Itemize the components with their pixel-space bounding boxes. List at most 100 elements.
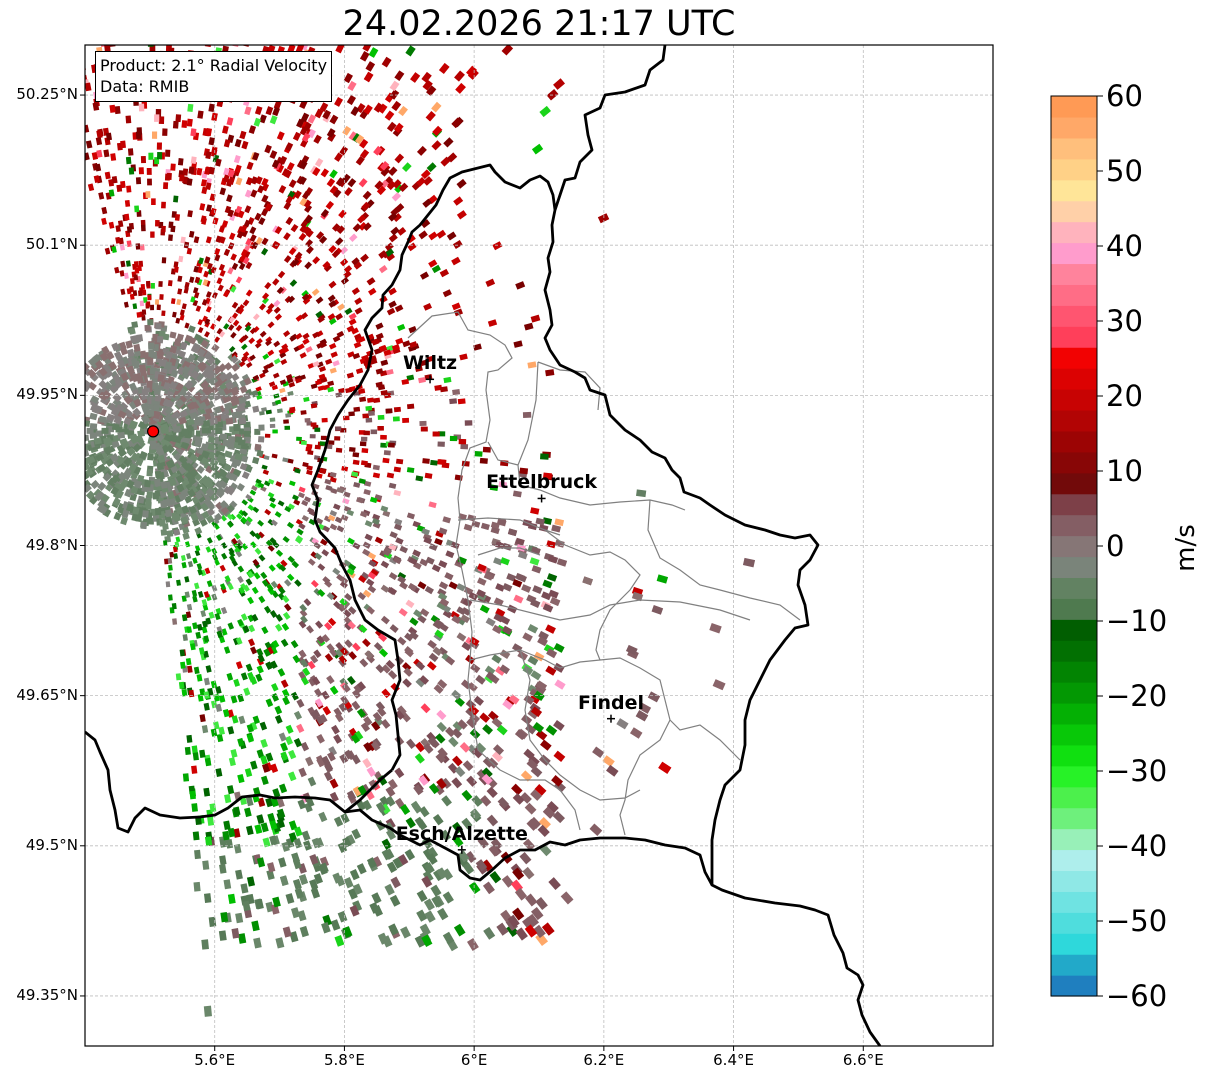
radar-bin: [121, 509, 130, 519]
radar-bin: [112, 393, 122, 403]
radar-bin: [186, 603, 193, 611]
radar-bin: [212, 217, 219, 225]
radar-bin: [208, 137, 215, 146]
radar-bin: [388, 287, 397, 296]
radar-bin: [444, 572, 454, 581]
radar-bin: [507, 528, 518, 537]
radar-bin: [240, 224, 248, 233]
radar-bin: [73, 115, 80, 124]
radar-bin: [466, 775, 478, 787]
radar-bin: [346, 325, 355, 333]
radar-bin: [380, 615, 390, 625]
radar-site-marker[interactable]: [147, 425, 160, 438]
radar-bin: [186, 734, 193, 743]
radar-bin: [446, 231, 457, 241]
radar-bin: [168, 594, 173, 601]
radar-bin: [363, 104, 373, 115]
radar-bin: [422, 176, 433, 186]
radar-bin: [283, 330, 291, 338]
radar-bin: [380, 718, 391, 729]
radar-bin: [264, 508, 272, 516]
radar-bin: [127, 428, 135, 435]
radar-bin: [336, 225, 346, 235]
radar-bin: [283, 232, 291, 241]
radar-bin: [365, 417, 373, 423]
radar-bin: [297, 799, 307, 810]
radar-bin: [111, 440, 120, 449]
radar-bin: [269, 502, 277, 509]
radar-bin: [344, 592, 353, 602]
radar-bin: [385, 248, 395, 257]
radar-bin: [328, 317, 337, 325]
radar-bin: [319, 468, 327, 475]
colorbar: [1050, 95, 1103, 997]
radar-bin: [535, 680, 548, 691]
radar-bin: [440, 829, 452, 842]
radar-bin: [480, 795, 492, 807]
radar-bin: [150, 231, 155, 238]
radar-bin: [430, 459, 438, 466]
radar-bin: [111, 175, 118, 184]
radar-bin: [398, 105, 408, 117]
radar-bin: [210, 266, 217, 274]
radar-bin: [443, 376, 452, 384]
radar-bin: [293, 826, 303, 837]
radar-bin: [129, 433, 138, 442]
radar-bin: [190, 512, 199, 522]
radar-bin: [288, 749, 297, 760]
radar-bin: [101, 217, 107, 226]
radar-bin: [419, 608, 430, 617]
colorbar-segment: [1051, 598, 1097, 620]
radar-bin: [582, 576, 593, 586]
radar-bin: [195, 631, 202, 639]
radar-bin: [327, 386, 335, 393]
radar-bin: [276, 131, 285, 141]
radar-bin: [127, 148, 134, 156]
radar-bin: [95, 430, 104, 437]
radar-bin: [146, 280, 151, 287]
radar-bin: [499, 649, 511, 660]
radar-bin: [353, 261, 363, 270]
radar-bin: [377, 384, 386, 391]
radar-bin: [279, 351, 287, 359]
radar-bin: [200, 215, 207, 223]
radar-bin: [181, 120, 188, 129]
radar-bin: [211, 343, 220, 353]
city-label: Wiltz: [402, 352, 458, 375]
radar-bin: [389, 894, 401, 907]
radar-bin: [281, 343, 289, 350]
radar-bin: [250, 676, 258, 685]
radar-bin: [141, 309, 147, 315]
radar-bin: [261, 208, 269, 217]
radar-bin: [457, 398, 466, 405]
radar-bin: [123, 395, 133, 405]
radar-bin: [394, 710, 405, 720]
radar-bin: [256, 857, 266, 868]
radar-bin: [419, 420, 427, 427]
radar-bin: [398, 182, 409, 193]
radar-bin: [237, 565, 245, 573]
radar-bin: [285, 413, 292, 418]
radar-bin: [631, 591, 644, 602]
radar-bin: [366, 857, 377, 869]
radar-bin: [383, 450, 391, 456]
radar-bin: [196, 465, 205, 474]
radar-bin: [301, 514, 309, 522]
radar-bin: [360, 436, 368, 442]
radar-bin: [307, 114, 317, 124]
radar-bin: [126, 447, 136, 457]
radar-bin: [192, 557, 198, 564]
radar-bin: [421, 875, 433, 888]
radar-bin: [193, 439, 203, 447]
radar-bin: [231, 411, 240, 419]
radar-bin: [162, 498, 170, 507]
radar-bin: [210, 463, 220, 473]
radar-bin: [89, 423, 98, 430]
radar-bin: [349, 447, 356, 452]
radar-bin: [269, 835, 278, 846]
radar-bin: [359, 149, 370, 159]
radar-bin: [184, 746, 191, 755]
radar-bin: [321, 417, 328, 423]
radar-bin: [392, 416, 400, 422]
